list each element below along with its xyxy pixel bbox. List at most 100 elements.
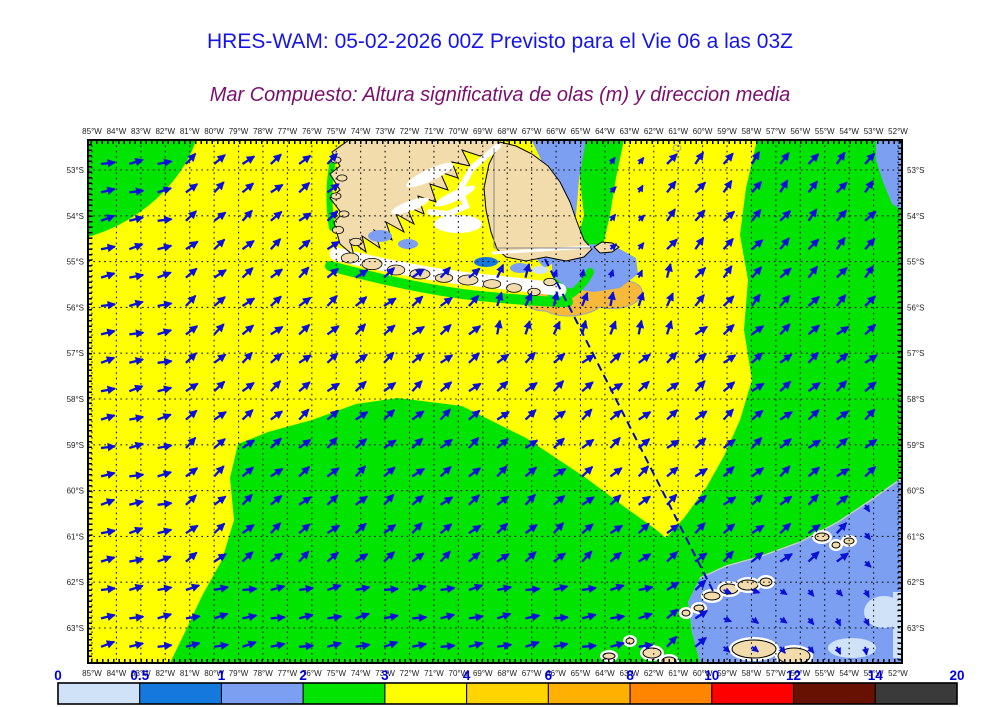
wave-direction-arrow [412, 613, 428, 623]
wave-direction-arrow [326, 210, 339, 222]
lon-tick-top: 62°W [644, 127, 664, 136]
wave-direction-arrow [270, 613, 286, 623]
wave-direction-arrow [807, 466, 821, 478]
lon-tick-bottom: 64°W [595, 669, 615, 678]
wave-direction-arrow [835, 236, 846, 250]
sea-green-atlantic-strip [543, 141, 624, 298]
wave-direction-arrow [807, 409, 820, 421]
wave-direction-arrow [128, 242, 144, 251]
wave-direction-arrow [666, 153, 678, 165]
lon-tick-top: 64°W [595, 127, 615, 136]
wave-direction-arrow [666, 608, 679, 620]
wave-direction-arrow [185, 183, 199, 194]
lon-tick-top: 81°W [180, 127, 200, 136]
wave-direction-arrow [638, 641, 654, 650]
lat-tick-right: 57°S [907, 349, 924, 358]
wave-direction-arrow [552, 380, 565, 392]
wave-direction-arrow [864, 152, 876, 165]
wave-direction-arrow [185, 467, 199, 478]
wave-direction-arrow [241, 466, 255, 478]
wave-direction-arrow [157, 215, 173, 225]
lat-tick-left: 58°S [67, 395, 84, 404]
wave-direction-arrow [638, 553, 652, 563]
wave-direction-arrow [807, 208, 818, 222]
wave-direction-arrow [355, 269, 369, 279]
wave-direction-arrow [666, 439, 680, 449]
wave-direction-arrow [128, 441, 144, 450]
wave-direction-arrow [751, 494, 763, 506]
wave-direction-arrow [270, 552, 284, 563]
wave-direction-arrow [807, 493, 819, 506]
wave-arrows [100, 150, 878, 656]
lon-tick-top: 82°W [155, 127, 175, 136]
wave-direction-arrow [157, 612, 173, 621]
lat-tick-left: 61°S [67, 532, 84, 541]
lat-tick-right: 63°S [907, 624, 924, 633]
wave-direction-arrow [836, 410, 850, 421]
wave-direction-arrow [608, 156, 616, 165]
landmass-tierra-del-fuego [483, 141, 593, 262]
wave-direction-arrow [185, 294, 197, 307]
lon-tick-bottom: 78°W [253, 669, 273, 678]
wave-direction-arrow [664, 262, 673, 278]
wave-direction-arrow [694, 522, 706, 534]
wave-direction-arrow [553, 410, 567, 421]
wave-direction-arrow [581, 465, 594, 478]
colorbar-band [466, 682, 549, 705]
wave-direction-arrow [100, 300, 117, 310]
wave-direction-arrow [157, 158, 173, 167]
wave-direction-arrow [666, 493, 678, 506]
lon-tick-top: 59°W [717, 127, 737, 136]
wave-direction-arrow [751, 616, 760, 625]
wave-direction-arrow [496, 522, 509, 535]
wave-direction-arrow [751, 239, 764, 251]
wave-direction-arrow [807, 523, 821, 535]
lat-tick-right: 58°S [907, 395, 924, 404]
wave-direction-arrow [497, 641, 513, 650]
colorbar-tick-label: 4 [463, 668, 471, 683]
wave-direction-arrow [636, 291, 645, 307]
wave-direction-arrow [157, 555, 172, 564]
colorbar-border [57, 682, 958, 705]
wave-direction-arrow [807, 439, 822, 449]
wave-direction-arrow [468, 583, 484, 592]
wave-direction-arrow [213, 584, 230, 593]
wave-direction-arrow [524, 439, 539, 449]
wave-direction-arrow [835, 294, 847, 307]
wave-direction-arrow [722, 152, 734, 165]
wave-direction-arrow [523, 319, 532, 335]
lon-tick-bottom: 72°W [400, 669, 420, 678]
wave-direction-arrow [241, 209, 253, 222]
wave-direction-arrow [807, 589, 815, 597]
wave-direction-arrow [862, 646, 869, 656]
lat-tick-right: 56°S [907, 303, 924, 312]
wave-direction-arrow [383, 351, 395, 364]
wave-direction-arrow [864, 210, 877, 222]
wave-direction-arrow [864, 465, 877, 478]
wave-direction-arrow [468, 267, 481, 279]
wave-direction-arrow [468, 352, 480, 364]
wave-direction-arrow [100, 555, 116, 564]
wave-direction-arrow [751, 524, 765, 535]
wave-direction-arrow [638, 495, 651, 506]
wave-direction-arrow [607, 291, 616, 307]
wave-direction-arrow [468, 436, 480, 449]
wave-direction-arrow [524, 551, 537, 563]
lon-tick-top: 69°W [473, 127, 493, 136]
wave-direction-arrow [580, 291, 589, 307]
lon-tick-bottom: 70°W [449, 669, 469, 678]
wave-direction-arrow [525, 640, 540, 649]
wave-direction-arrow [553, 552, 567, 563]
wave-direction-arrow [553, 352, 566, 364]
wave-direction-arrow [157, 470, 173, 479]
wave-direction-arrow [836, 437, 848, 449]
lon-tick-bottom: 66°W [546, 669, 566, 678]
wave-direction-arrow [835, 181, 848, 194]
wave-direction-arrow [779, 179, 789, 193]
lat-tick-left: 54°S [67, 212, 84, 221]
wave-direction-arrow [383, 585, 400, 594]
lat-tick-right: 62°S [907, 578, 924, 587]
wave-direction-arrow [779, 522, 792, 535]
wave-direction-arrow [354, 522, 367, 535]
